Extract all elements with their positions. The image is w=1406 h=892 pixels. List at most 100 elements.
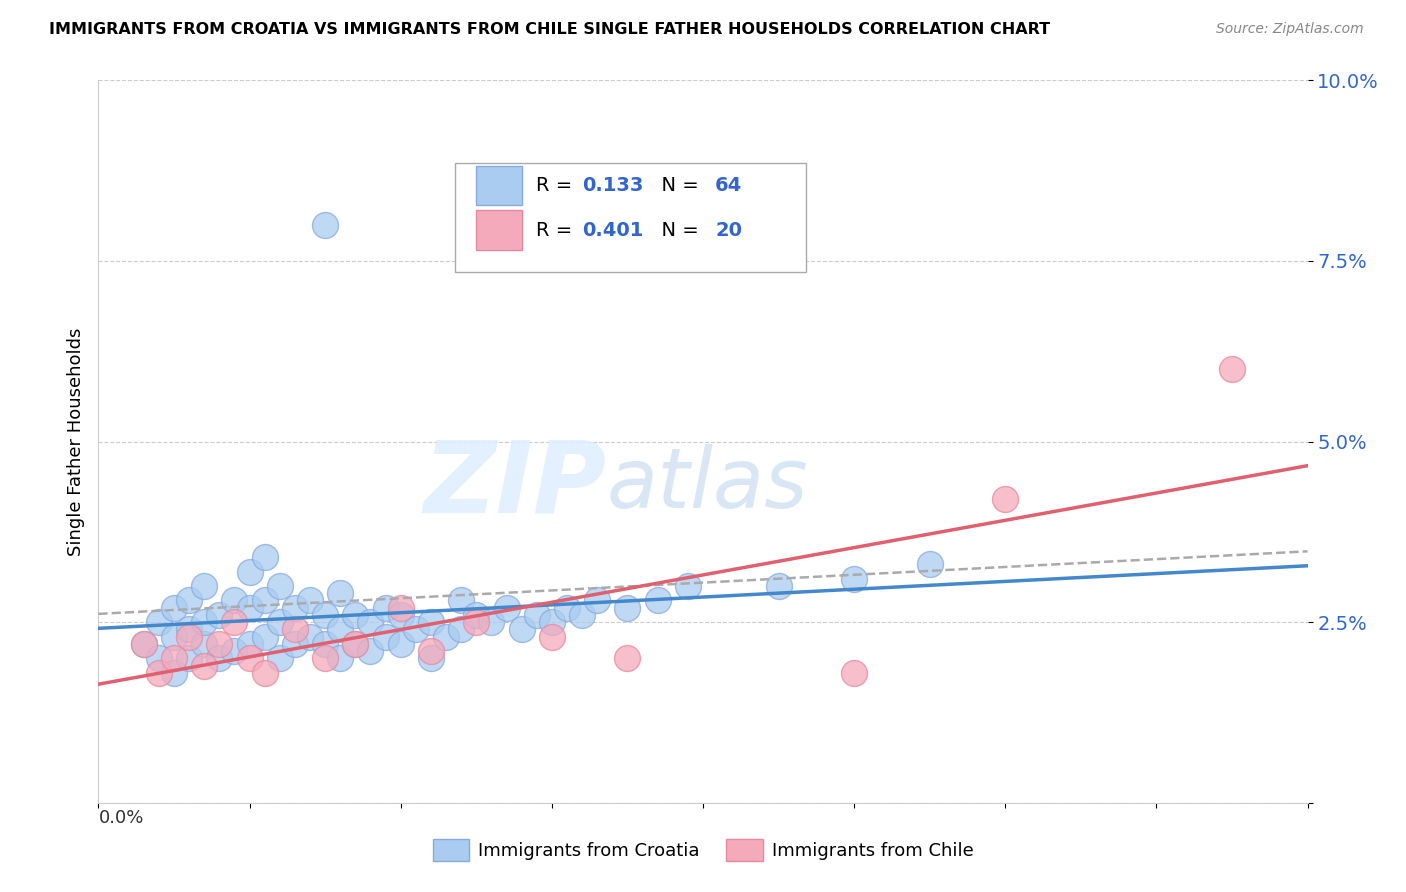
- Point: [179, 651, 201, 665]
- Point: [389, 637, 412, 651]
- Text: IMMIGRANTS FROM CROATIA VS IMMIGRANTS FROM CHILE SINGLE FATHER HOUSEHOLDS CORREL: IMMIGRANTS FROM CROATIA VS IMMIGRANTS FR…: [49, 22, 1050, 37]
- Text: R =: R =: [536, 176, 579, 195]
- Point: [224, 644, 246, 658]
- Point: [193, 579, 215, 593]
- Text: 0.401: 0.401: [582, 220, 644, 240]
- Point: [344, 637, 367, 651]
- FancyBboxPatch shape: [475, 166, 522, 205]
- Point: [148, 615, 170, 630]
- Point: [208, 607, 231, 622]
- Point: [148, 651, 170, 665]
- Text: ZIP: ZIP: [423, 436, 606, 533]
- Point: [374, 600, 396, 615]
- Point: [179, 623, 201, 637]
- Point: [208, 637, 231, 651]
- Point: [253, 550, 276, 565]
- Point: [844, 665, 866, 680]
- Point: [314, 637, 336, 651]
- Text: 20: 20: [716, 220, 742, 240]
- Point: [481, 615, 503, 630]
- Point: [994, 492, 1017, 507]
- Point: [389, 600, 412, 615]
- Point: [420, 644, 443, 658]
- Point: [329, 651, 352, 665]
- Point: [495, 600, 517, 615]
- FancyBboxPatch shape: [456, 163, 806, 272]
- Point: [314, 651, 336, 665]
- Point: [768, 579, 790, 593]
- Point: [360, 615, 382, 630]
- Point: [239, 565, 262, 579]
- Point: [193, 637, 215, 651]
- Text: 0.133: 0.133: [582, 176, 644, 195]
- Point: [1220, 362, 1243, 376]
- Point: [616, 651, 638, 665]
- Point: [179, 593, 201, 607]
- Point: [420, 615, 443, 630]
- Point: [434, 630, 457, 644]
- Point: [420, 651, 443, 665]
- Y-axis label: Single Father Households: Single Father Households: [66, 327, 84, 556]
- Point: [253, 665, 276, 680]
- Point: [676, 579, 699, 593]
- Point: [269, 579, 291, 593]
- Point: [284, 623, 307, 637]
- Point: [344, 607, 367, 622]
- Point: [239, 600, 262, 615]
- Point: [540, 630, 562, 644]
- Text: R =: R =: [536, 220, 579, 240]
- Point: [526, 607, 548, 622]
- Point: [284, 600, 307, 615]
- Point: [132, 637, 155, 651]
- Point: [163, 665, 186, 680]
- Point: [224, 593, 246, 607]
- Point: [329, 586, 352, 600]
- Text: 64: 64: [716, 176, 742, 195]
- Text: N =: N =: [648, 220, 704, 240]
- Point: [224, 615, 246, 630]
- Point: [314, 607, 336, 622]
- Point: [510, 623, 533, 637]
- Point: [253, 630, 276, 644]
- Point: [540, 615, 562, 630]
- Point: [163, 600, 186, 615]
- Point: [329, 623, 352, 637]
- Text: Source: ZipAtlas.com: Source: ZipAtlas.com: [1216, 22, 1364, 37]
- Point: [284, 637, 307, 651]
- Point: [450, 623, 472, 637]
- Point: [208, 651, 231, 665]
- Point: [360, 644, 382, 658]
- Point: [299, 630, 322, 644]
- Point: [465, 615, 488, 630]
- Point: [571, 607, 593, 622]
- Point: [253, 593, 276, 607]
- Point: [269, 615, 291, 630]
- Point: [132, 637, 155, 651]
- Point: [344, 637, 367, 651]
- Legend: Immigrants from Croatia, Immigrants from Chile: Immigrants from Croatia, Immigrants from…: [426, 831, 980, 868]
- Point: [374, 630, 396, 644]
- Point: [918, 558, 941, 572]
- Point: [647, 593, 669, 607]
- Point: [179, 630, 201, 644]
- Text: atlas: atlas: [606, 444, 808, 525]
- Point: [844, 572, 866, 586]
- Point: [586, 593, 609, 607]
- Point: [389, 607, 412, 622]
- Point: [239, 651, 262, 665]
- Point: [193, 615, 215, 630]
- Point: [239, 637, 262, 651]
- Point: [193, 658, 215, 673]
- Point: [555, 600, 578, 615]
- Point: [163, 630, 186, 644]
- Point: [299, 593, 322, 607]
- FancyBboxPatch shape: [475, 211, 522, 250]
- Point: [148, 665, 170, 680]
- Point: [465, 607, 488, 622]
- Point: [269, 651, 291, 665]
- Point: [314, 218, 336, 232]
- Text: N =: N =: [648, 176, 704, 195]
- Point: [405, 623, 427, 637]
- Point: [163, 651, 186, 665]
- Text: 0.0%: 0.0%: [98, 808, 143, 827]
